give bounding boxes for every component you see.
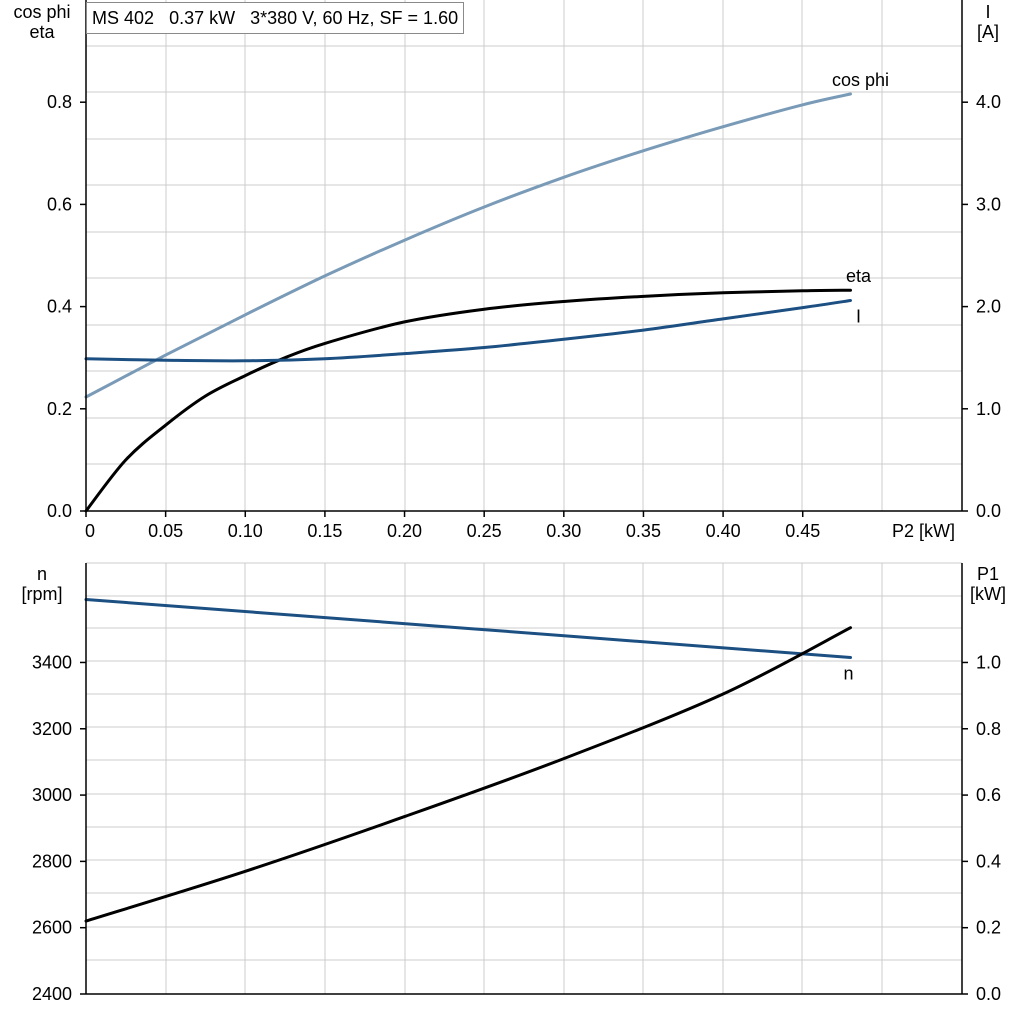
right-tick-label: 0.8: [976, 719, 1001, 739]
motor-info-box: MS 402 0.37 kW 3*380 V, 60 Hz, SF = 1.60: [86, 2, 465, 34]
left-tick-label: 3200: [32, 719, 72, 739]
right-tick-label: 0.2: [976, 918, 1001, 938]
right-tick-label: 4.0: [976, 92, 1001, 112]
left-tick-label: 2400: [32, 984, 72, 1004]
series-line-p1: [84, 626, 852, 923]
right-tick-label: 0.4: [976, 851, 1001, 871]
series-line-eta: [84, 288, 852, 513]
series-label-eta: eta: [846, 266, 872, 286]
x-tick-label: 0: [85, 521, 95, 541]
left-tick-label: 3400: [32, 652, 72, 672]
x-axis-title: P2 [kW]: [892, 521, 955, 541]
left-tick-label: 2600: [32, 918, 72, 938]
right-tick-label: 2.0: [976, 297, 1001, 317]
x-tick-label: 0.40: [706, 521, 741, 541]
right-axis-title: P1: [977, 564, 999, 584]
motor-rating: 0.37 kW: [169, 8, 236, 28]
left-tick-label: 0.8: [47, 92, 72, 112]
motor-model: MS 402: [92, 8, 155, 28]
motor-supply: 3*380 V, 60 Hz, SF = 1.60: [250, 8, 459, 28]
left-axis-title: eta: [29, 22, 55, 42]
series-line-cos-phi: [84, 92, 852, 399]
left-tick-label: 0.4: [47, 297, 72, 317]
x-tick-label: 0.25: [467, 521, 502, 541]
x-tick-label: 0.20: [387, 521, 422, 541]
x-tick-label: 0.15: [307, 521, 342, 541]
series-label-i: I: [856, 306, 861, 326]
left-tick-label: 0.2: [47, 399, 72, 419]
left-tick-label: 3000: [32, 785, 72, 805]
left-axis-title: cos phi: [13, 2, 70, 22]
right-tick-label: 3.0: [976, 194, 1001, 214]
left-tick-label: 0.6: [47, 194, 72, 214]
right-tick-label: 0.0: [976, 501, 1001, 521]
series-label-n: n: [844, 663, 854, 683]
left-axis-title: n: [37, 564, 47, 584]
right-tick-label: 1.0: [976, 399, 1001, 419]
right-axis-title: [kW]: [970, 584, 1006, 604]
left-tick-label: 2800: [32, 851, 72, 871]
left-tick-label: 0.0: [47, 501, 72, 521]
x-tick-label: 0.45: [785, 521, 820, 541]
left-axis-title: [rpm]: [21, 584, 62, 604]
x-tick-label: 0.10: [228, 521, 263, 541]
right-tick-label: 0.6: [976, 785, 1001, 805]
series-label-cos-phi: cos phi: [832, 70, 889, 90]
right-tick-label: 0.0: [976, 984, 1001, 1004]
right-axis-title: I: [985, 2, 990, 22]
series-line-n: [84, 598, 852, 659]
series-line-i: [84, 299, 852, 363]
right-axis-title: [A]: [977, 22, 999, 42]
right-tick-label: 1.0: [976, 652, 1001, 672]
x-tick-label: 0.30: [546, 521, 581, 541]
x-tick-label: 0.05: [148, 521, 183, 541]
x-tick-label: 0.35: [626, 521, 661, 541]
